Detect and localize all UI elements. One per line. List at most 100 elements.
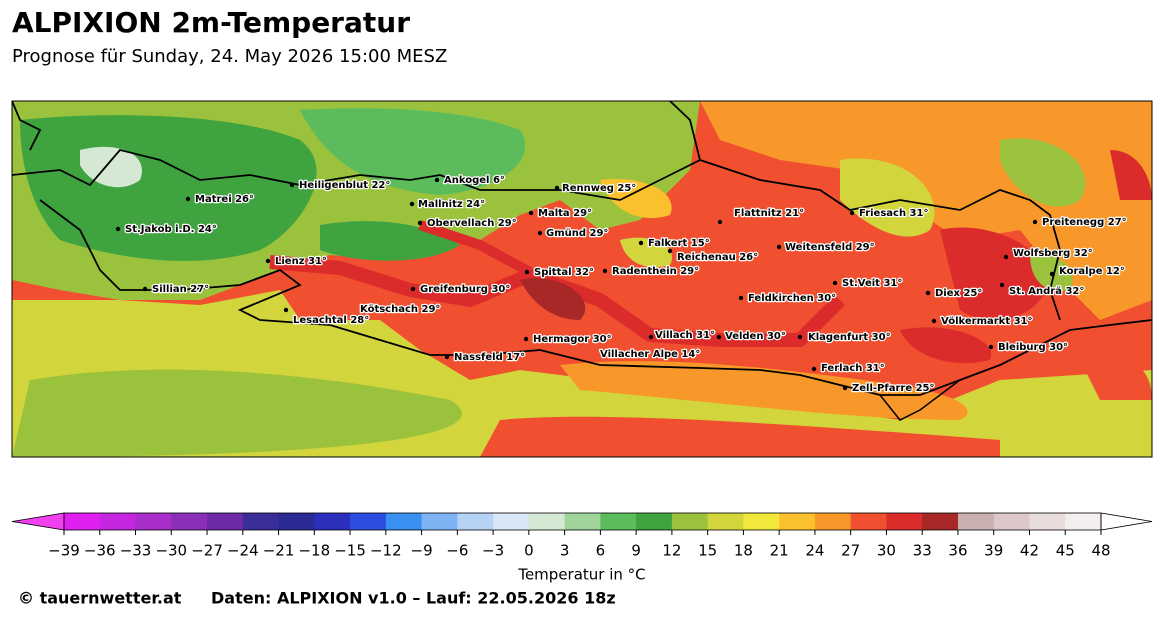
city-dot	[265, 258, 271, 264]
colorbar-segment	[385, 513, 423, 530]
city-label: Völkermarkt 31°	[941, 316, 1033, 327]
city-dot	[289, 182, 295, 188]
colorbar-segment	[671, 513, 709, 530]
city-label: St. Andrä 32°	[1009, 286, 1084, 297]
colorbar-segment	[99, 513, 137, 530]
city-label: Spittal 32°	[534, 267, 594, 278]
colorbar-segment	[850, 513, 887, 530]
city-label: Klagenfurt 30°	[808, 332, 891, 343]
colorbar-segment	[922, 513, 959, 530]
city-dot	[797, 334, 803, 340]
city-dot	[717, 219, 723, 225]
colorbar-segment	[528, 513, 566, 530]
colorbar-segment	[957, 513, 995, 530]
colorbar-segment	[636, 513, 673, 530]
colorbar-outline	[63, 512, 1102, 531]
colorbar-tick-label: 3	[560, 542, 570, 560]
city-label: Villach 31°	[655, 330, 715, 341]
colorbar-segment	[278, 513, 315, 530]
colorbar-label: Temperatur in °C	[517, 566, 645, 584]
colorbar: −39 −36 −33 −30 −27 −24 −21 −18 −15 −12 −9 −6 −3 0 3 6 9…	[11, 512, 1153, 560]
city-label: Kötschach 29°	[360, 304, 440, 315]
city-dot	[1003, 254, 1009, 260]
city-label: Ankogel 6°	[444, 175, 505, 186]
city-dot	[988, 344, 994, 350]
colorbar-segment	[314, 513, 351, 530]
city-dot	[444, 354, 450, 360]
colorbar-segment	[207, 513, 244, 530]
colorbar-tick-label: 30	[877, 542, 896, 560]
colorbar-tick-label: −9	[411, 542, 433, 560]
temperature-field	[12, 101, 1152, 457]
city-dot	[524, 269, 530, 275]
colorbar-tick-label: −18	[298, 542, 330, 560]
colorbar-tick-label: 48	[1091, 542, 1110, 560]
city-label: Sillian 27°	[152, 284, 209, 295]
city-dot	[811, 366, 817, 372]
city-label: Zell-Pfarre 25°	[852, 383, 935, 394]
colorbar-tick-label: 21	[770, 542, 789, 560]
city-label: Koralpe 12°	[1059, 266, 1125, 277]
city-label: Wolfsberg 32°	[1013, 248, 1093, 259]
city-label: Lienz 31°	[275, 256, 327, 267]
colorbar-tick-label: −12	[370, 542, 402, 560]
city-label: Radenthein 29°	[612, 266, 699, 277]
city-dot	[185, 196, 191, 202]
city-dot	[537, 230, 543, 236]
city-dot	[528, 210, 534, 216]
city-label: Lesachtal 28°	[293, 315, 369, 326]
city-dot	[931, 318, 937, 324]
colorbar-tick-label: 42	[1020, 542, 1039, 560]
city-dot	[832, 280, 838, 286]
colorbar-tick-label: −15	[334, 542, 366, 560]
city-dot	[523, 336, 529, 342]
city-label: Velden 30°	[725, 331, 786, 342]
colorbar-segment	[421, 513, 458, 530]
city-dot	[434, 177, 440, 183]
city-layer: Matrei 26° Heiligenblut 22° Ankogel 6° Renn…	[115, 174, 1128, 395]
colorbar-tick-label: −3	[482, 542, 504, 560]
colorbar-segment	[886, 513, 923, 530]
city-label: Feldkirchen 30°	[748, 293, 836, 304]
colorbar-segment	[350, 513, 387, 530]
colorbar-tick-label: −36	[84, 542, 116, 560]
colorbar-tick-label: 27	[841, 542, 860, 560]
city-dot	[648, 334, 654, 340]
colorbar-tick-label: 15	[698, 542, 717, 560]
city-label: Hermagor 30°	[533, 334, 612, 345]
colorbar-tick-label: 36	[948, 542, 967, 560]
credit: © tauernwetter.at	[18, 589, 182, 608]
city-dot	[842, 385, 848, 391]
colorbar-tick-label: −30	[155, 542, 187, 560]
colorbar-segment	[600, 513, 637, 530]
colorbar-tick-label: 39	[984, 542, 1003, 560]
city-dot	[417, 220, 423, 226]
source: Daten: ALPIXION v1.0 – Lauf: 22.05.2026 …	[211, 589, 616, 608]
city-label: Bleiburg 30°	[998, 342, 1068, 353]
city-label: Gmünd 29°	[546, 228, 608, 239]
colorbar-tick-label: 45	[1056, 542, 1075, 560]
city-dot	[1049, 271, 1055, 277]
city-label: Nassfeld 17°	[454, 352, 525, 363]
colorbar-tick-label: −21	[263, 542, 295, 560]
city-dot	[1032, 219, 1038, 225]
city-label: Preitenegg 27°	[1042, 217, 1127, 228]
city-label: Falkert 15°	[648, 238, 710, 249]
subtitle: Prognose für Sunday, 24. May 2026 15:00 …	[12, 46, 447, 67]
colorbar-tick-label: −24	[227, 542, 259, 560]
city-label: Friesach 31°	[859, 208, 928, 219]
city-dot	[142, 286, 148, 292]
city-dot	[738, 295, 744, 301]
city-label: Greifenburg 30°	[420, 284, 510, 295]
colorbar-segment	[457, 513, 494, 530]
city-dot	[999, 282, 1005, 288]
map-frame	[11, 100, 1153, 458]
colorbar-tick-label: 33	[913, 542, 932, 560]
colorbar-segment	[993, 513, 1030, 530]
colorbar-tick-label: −27	[191, 542, 223, 560]
colorbar-segment	[707, 513, 744, 530]
colorbar-segment	[242, 513, 280, 530]
colorbar-tick-label: −33	[120, 542, 152, 560]
city-dot	[409, 201, 415, 207]
